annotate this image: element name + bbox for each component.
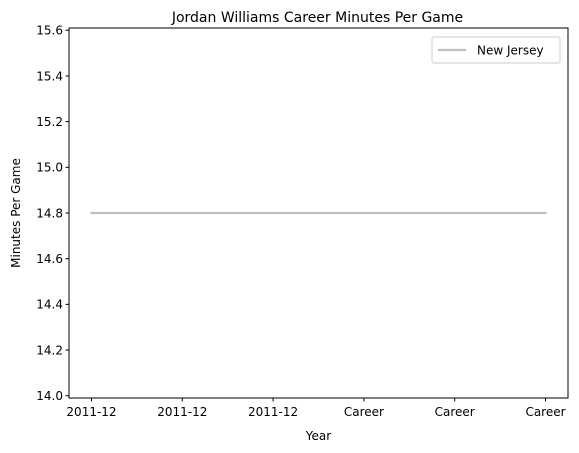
y-axis-title: Minutes Per Game [9,158,23,268]
y-tick-label: 14.6 [36,252,63,266]
y-tick-label: 15.0 [36,161,63,175]
chart-title: Jordan Williams Career Minutes Per Game [171,10,463,26]
y-tick-label: 14.0 [36,389,63,403]
x-tick-label: 2011-12 [66,405,116,419]
x-axis-title: Year [305,429,331,443]
y-tick-label: 15.6 [36,24,63,38]
y-tick-label: 14.4 [36,298,63,312]
legend-label-new-jersey: New Jersey [477,44,544,58]
x-tick-label: Career [435,405,475,419]
x-tick-label: Career [344,405,384,419]
legend: New Jersey [432,37,560,63]
y-tick-label: 15.2 [36,115,63,129]
y-axis: 14.0 14.2 14.4 14.6 14.8 15.0 15.2 15.4 15.6 [36,24,69,403]
x-axis: 2011-12 2011-12 2011-12 Career Career Career [66,398,565,419]
x-tick-label: 2011-12 [248,405,298,419]
x-tick-label: 2011-12 [157,405,207,419]
x-tick-label: Career [525,405,565,419]
y-tick-label: 14.8 [36,206,63,220]
y-tick-label: 15.4 [36,69,63,83]
y-tick-label: 14.2 [36,343,63,357]
